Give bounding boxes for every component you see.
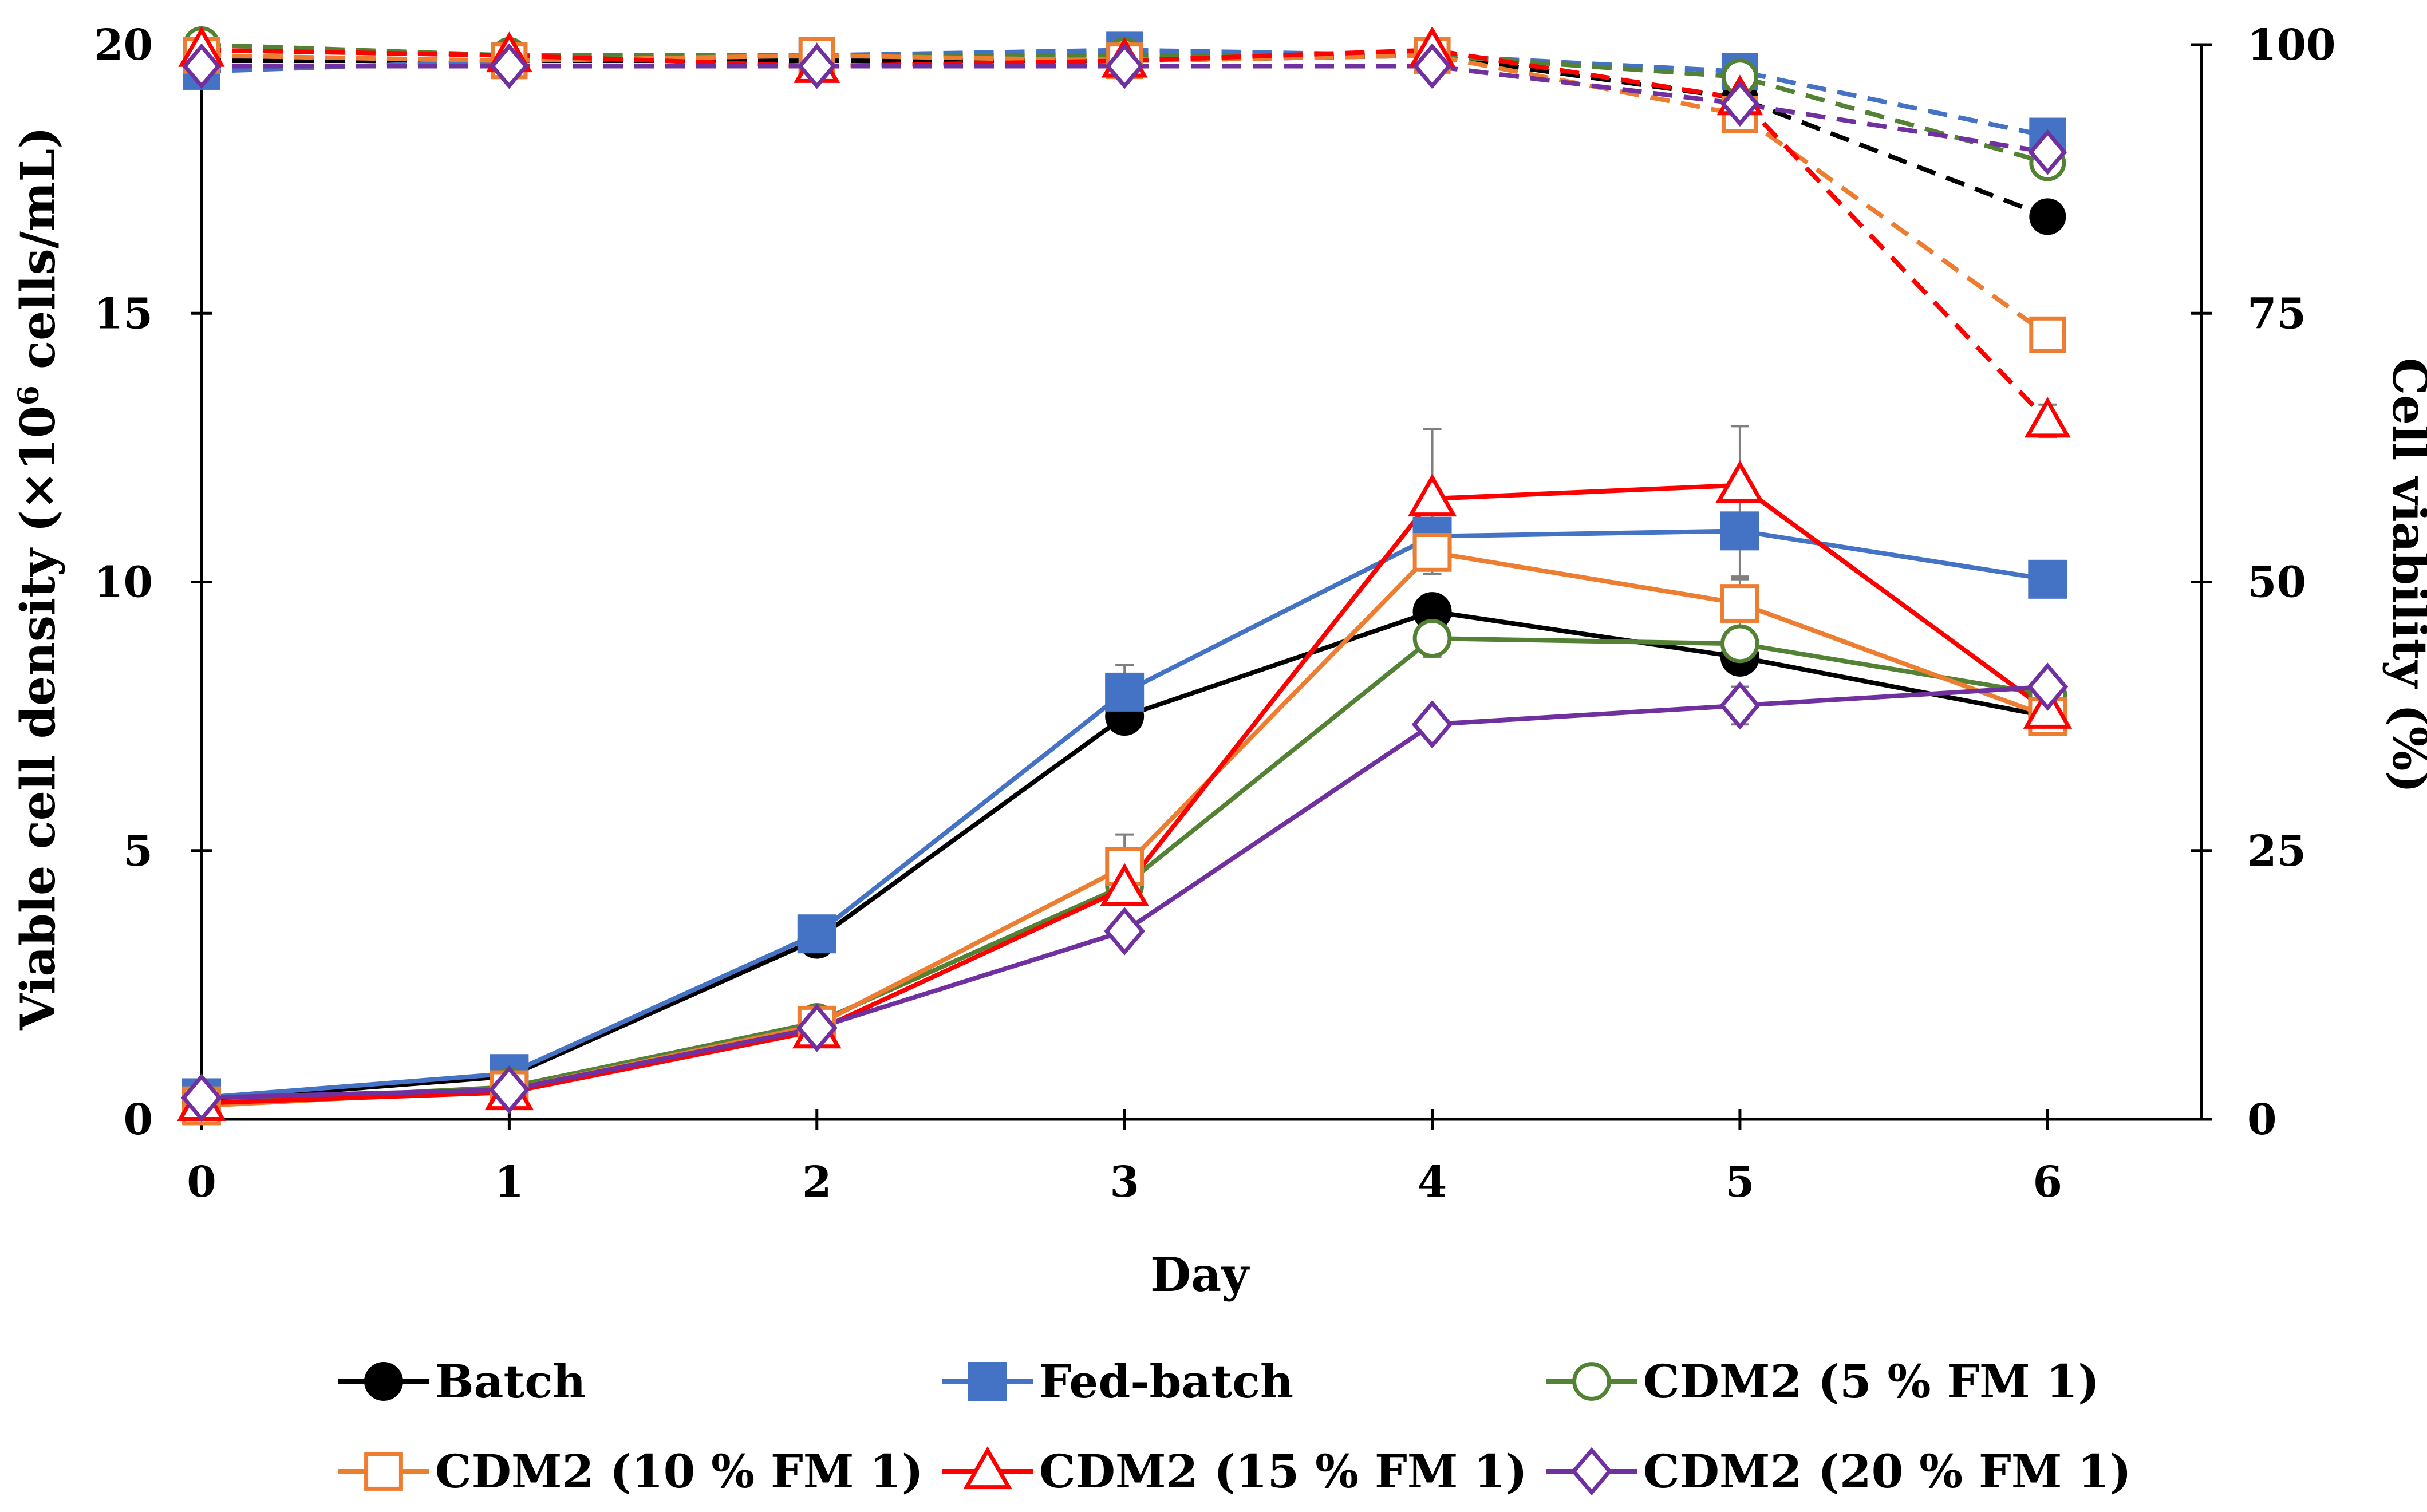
legend-label-cdm2-10-fm-1: CDM2 (10 % FM 1): [435, 1444, 924, 1498]
x-tick-label: 3: [1110, 1158, 1139, 1207]
vcd-point-cdm2-20-fm-1: [1719, 681, 1761, 730]
vcd-point-cdm2-5-fm-1: [1412, 619, 1452, 658]
vcd-point-cdm2-15-fm-1: [1100, 863, 1149, 906]
y-right-tick-label: 0: [2247, 1095, 2277, 1144]
vcd-point-fed-batch: [797, 914, 836, 954]
x-tick-label: 5: [1725, 1158, 1755, 1207]
vcd-line-cdm2-10-fm-1: [201, 550, 2049, 1108]
legend-item-cdm2-5-fm-1: CDM2 (5 % FM 1): [1546, 1355, 2100, 1408]
vcd-point-cdm2-10-fm-1: [1720, 584, 1759, 623]
legend-marker-cdm2-20-fm-1: [1571, 1447, 1612, 1496]
viability-point-cdm2-15-fm-1: [2024, 397, 2071, 438]
legend-label-batch: Batch: [435, 1355, 586, 1408]
x-tick-label: 6: [2033, 1158, 2063, 1207]
vcd-point-cdm2-10-fm-1: [1412, 532, 1452, 572]
vcd-line-cdm2-15-fm-1: [201, 483, 2049, 1106]
vcd-point-fed-batch: [2028, 559, 2067, 599]
viability-point-cdm2-20-fm-1: [1412, 43, 1452, 89]
viability-point-batch: [2029, 198, 2066, 235]
legend-marker-cdm2-5-fm-1: [1572, 1362, 1611, 1401]
legend-marker-cdm2-15-fm-1: [963, 1446, 1012, 1490]
vcd-point-cdm2-20-fm-1: [2027, 662, 2069, 711]
x-tick-label: 4: [1418, 1158, 1447, 1207]
legend-item-cdm2-10-fm-1: CDM2 (10 % FM 1): [338, 1444, 924, 1498]
legend-item-cdm2-15-fm-1: CDM2 (15 % FM 1): [942, 1444, 1528, 1498]
x-tick-label: 2: [802, 1158, 832, 1207]
legend-item-batch: Batch: [338, 1355, 586, 1408]
y-left-axis-title-tail: cells/mL): [11, 127, 66, 385]
x-tick-label: 1: [495, 1158, 524, 1207]
legend-marker-cdm2-10-fm-1: [364, 1452, 403, 1491]
viability-point-cdm2-20-fm-1: [2028, 129, 2067, 175]
y-left-tick-label: 0: [124, 1095, 153, 1144]
legend-item-fed-batch: Fed-batch: [942, 1355, 1293, 1408]
legend-marker-batch: [364, 1362, 403, 1401]
legend-marker-fed-batch: [968, 1362, 1007, 1401]
viability-line-cdm2-15-fm-1: [201, 48, 2050, 423]
legend-label-cdm2-15-fm-1: CDM2 (15 % FM 1): [1039, 1444, 1528, 1498]
vcd-point-cdm2-15-fm-1: [1715, 460, 1765, 503]
y-left-tick-label: 5: [124, 827, 153, 876]
axes-layer: 0 1 2 3 4 5 6 0 5 10 15 20 0 25 50 75 100: [94, 21, 2335, 1207]
vcd-point-cdm2-20-fm-1: [1411, 700, 1453, 749]
y-right-tick-label: 25: [2247, 827, 2306, 876]
vcd-point-cdm2-20-fm-1: [181, 1073, 222, 1122]
vcd-point-cdm2-20-fm-1: [488, 1065, 530, 1114]
viability-point-cdm2-20-fm-1: [1720, 81, 1759, 127]
y-left-tick-label: 15: [94, 289, 153, 338]
viability-point-cdm2-10-fm-1: [2029, 316, 2066, 353]
y-left-axis-title-main: Viable cell density (×10: [11, 405, 66, 1031]
legend-label-cdm2-5-fm-1: CDM2 (5 % FM 1): [1643, 1355, 2100, 1408]
vcd-point-fed-batch: [1105, 672, 1145, 712]
vcd-point-cdm2-5-fm-1: [1720, 624, 1759, 664]
y-right-tick-label: 50: [2247, 558, 2306, 607]
legend-label-fed-batch: Fed-batch: [1039, 1355, 1293, 1408]
viability-line-cdm2-10-fm-1: [201, 53, 2049, 337]
vcd-point-cdm2-20-fm-1: [1104, 907, 1146, 956]
vcd-point-cdm2-15-fm-1: [1407, 473, 1457, 517]
viability-point-cdm2-20-fm-1: [1105, 43, 1145, 89]
x-axis-title: Day: [1150, 1248, 1250, 1302]
legend: Batch Fed-batch CDM2 (5 % FM 1) CDM2 (10 % …: [338, 1355, 2132, 1498]
y-right-tick-label: 100: [2247, 21, 2335, 70]
y-left-axis-title: Viable cell density (×106 cells/mL): [11, 127, 66, 1031]
viability-point-cdm2-20-fm-1: [797, 43, 836, 89]
y-left-axis-title-superscript: 6: [11, 385, 45, 405]
y-left-tick-label: 10: [94, 558, 153, 607]
y-right-tick-label: 75: [2247, 289, 2306, 338]
x-tick-label: 0: [187, 1158, 216, 1207]
viability-point-cdm2-20-fm-1: [182, 43, 221, 89]
vcd-point-cdm2-20-fm-1: [796, 1004, 838, 1052]
vcd-series-layer: [177, 425, 2073, 1126]
vcd-point-fed-batch: [1720, 511, 1759, 551]
legend-label-cdm2-20-fm-1: CDM2 (20 % FM 1): [1643, 1444, 2132, 1498]
y-left-tick-label: 20: [94, 21, 153, 70]
viability-series-layer: [178, 26, 2071, 439]
legend-item-cdm2-20-fm-1: CDM2 (20 % FM 1): [1546, 1444, 2132, 1498]
viability-point-cdm2-20-fm-1: [490, 43, 529, 89]
y-right-axis-title: Cell viability (%): [2382, 358, 2427, 793]
